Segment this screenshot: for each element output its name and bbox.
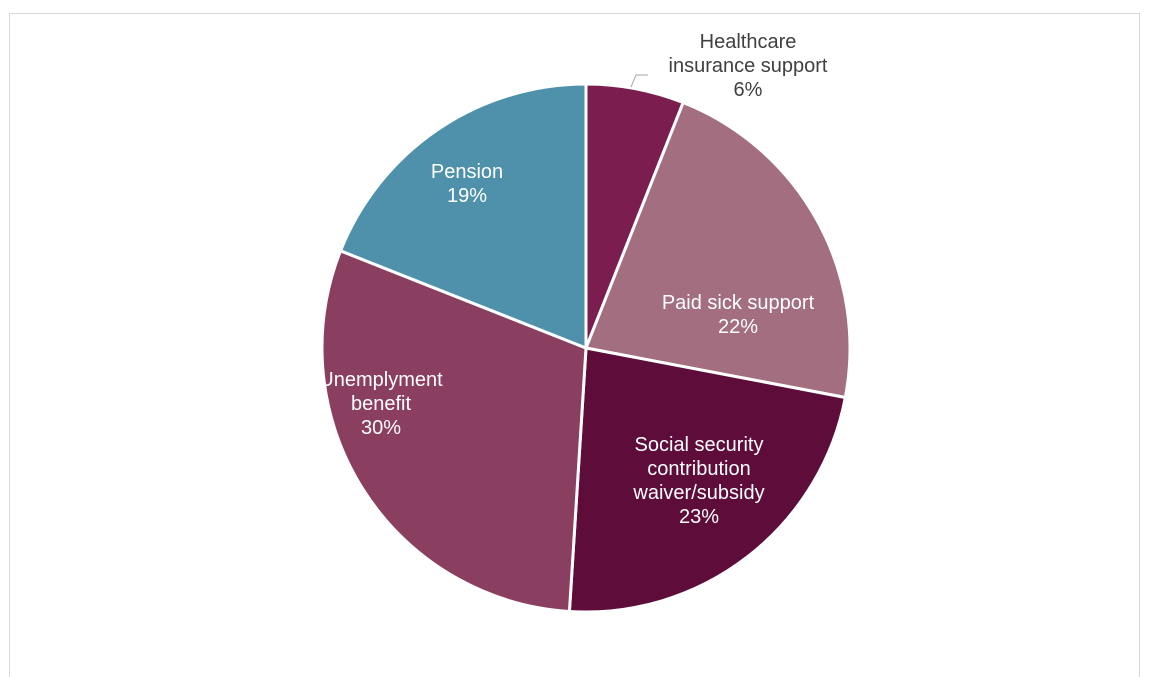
pie-slice-3 [320, 249, 588, 613]
slice-label-1: Paid sick support 22% [662, 292, 815, 338]
slice-value-label: 6% [734, 79, 763, 101]
slice-category-label: benefit [351, 393, 411, 415]
pie-slice-1 [584, 101, 852, 399]
slice-category-label: Unemplyment [319, 369, 443, 391]
slice-value-label: 30% [361, 417, 401, 439]
leader-line [630, 74, 648, 88]
slice-category-label: contribution [647, 458, 750, 480]
slice-category-label: Social security [635, 434, 764, 456]
slice-category-label: Healthcare [700, 31, 797, 53]
slice-label-4: Pension 19% [431, 161, 503, 207]
slice-label-0: Healthcare insurance support 6% [669, 31, 828, 101]
slice-label-2: Social security contribution waiver/subsid… [632, 434, 764, 528]
slice-category-label: waiver/subsidy [632, 482, 764, 504]
pie-slice-4 [339, 82, 588, 350]
slice-label-3: Unemplyment benefit 30% [319, 369, 443, 439]
slice-value-label: 23% [679, 506, 719, 528]
slice-value-label: 19% [447, 185, 487, 207]
slice-category-label: insurance support [669, 55, 828, 77]
slice-value-label: 22% [718, 316, 758, 338]
chart-frame [9, 13, 1140, 677]
slice-category-label: Pension [431, 161, 503, 183]
pie-slice-2 [567, 346, 847, 614]
slice-category-label: Paid sick support [662, 292, 815, 314]
